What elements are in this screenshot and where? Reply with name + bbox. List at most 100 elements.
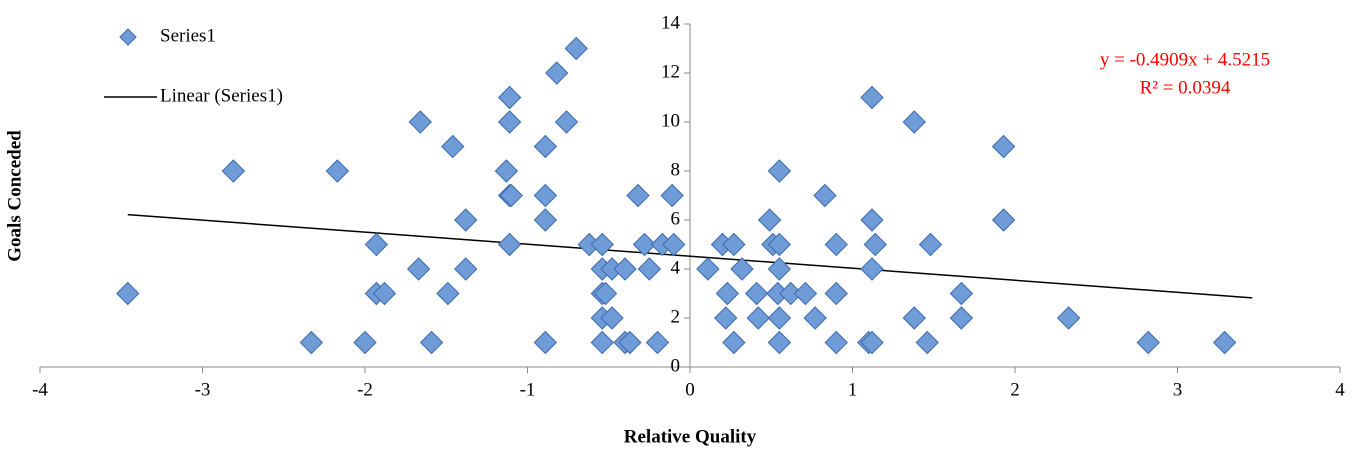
trend-equation: y = -0.4909x + 4.5215: [1100, 49, 1270, 70]
point: [454, 257, 478, 281]
x-tick-label: 2: [1010, 379, 1020, 400]
point: [325, 159, 350, 183]
x-tick-label: -1: [520, 379, 536, 400]
y-tick-label: 6: [671, 208, 681, 229]
point: [902, 306, 926, 330]
point: [632, 232, 657, 257]
point: [441, 134, 465, 159]
point: [533, 208, 558, 232]
point: [860, 257, 884, 281]
point: [949, 281, 974, 306]
point: [767, 232, 792, 257]
point: [436, 281, 460, 306]
point: [744, 281, 769, 306]
legend-label: Series1: [160, 25, 216, 46]
x-tick-label: -3: [195, 379, 211, 400]
point: [860, 208, 884, 232]
y-tick-label: 4: [671, 257, 681, 278]
point: [353, 330, 377, 355]
y-tick-label: 0: [671, 355, 681, 376]
point: [918, 232, 943, 257]
point: [533, 134, 558, 159]
y-tick-label: 2: [671, 306, 681, 327]
point: [660, 183, 684, 208]
point: [593, 281, 618, 306]
point: [618, 330, 642, 355]
point: [299, 330, 324, 355]
point: [221, 159, 246, 183]
point: [497, 85, 522, 110]
point: [613, 257, 637, 281]
y-tick-label: 10: [661, 110, 680, 131]
point: [600, 306, 624, 330]
point: [757, 208, 782, 232]
point: [564, 36, 588, 61]
point: [497, 110, 522, 134]
point: [803, 306, 827, 330]
point: [696, 257, 720, 281]
point: [406, 257, 431, 281]
point: [1136, 330, 1160, 355]
point: [767, 159, 792, 183]
point: [714, 306, 738, 330]
legend-label: Linear (Series1): [160, 85, 283, 106]
x-tick-label: -4: [32, 379, 48, 400]
point: [824, 281, 848, 306]
point: [902, 110, 926, 134]
x-tick-label: -2: [357, 379, 373, 400]
point: [722, 330, 746, 355]
trendline: [127, 213, 1253, 299]
point: [793, 281, 818, 306]
point: [915, 330, 939, 355]
point: [364, 232, 389, 257]
point: [645, 330, 670, 355]
point: [1056, 306, 1081, 330]
point: [554, 110, 579, 134]
point: [746, 306, 770, 330]
x-tick-label: 4: [1335, 379, 1345, 400]
x-tick-label: 1: [848, 379, 858, 400]
point: [499, 183, 523, 208]
x-tick-label: 0: [685, 379, 695, 400]
x-tick-label: 3: [1173, 379, 1183, 400]
point: [626, 183, 650, 208]
point: [454, 208, 478, 232]
point: [860, 85, 884, 110]
point: [767, 330, 792, 355]
point: [991, 208, 1016, 232]
y-axis-title: Goals Conceded: [4, 130, 25, 262]
point: [860, 330, 884, 355]
point: [590, 232, 614, 257]
point: [949, 306, 974, 330]
legend-marker: [119, 28, 137, 46]
point: [419, 330, 444, 355]
point: [372, 281, 397, 306]
y-tick-label: 14: [661, 12, 681, 33]
point: [730, 257, 754, 281]
point: [497, 232, 522, 257]
point: [494, 159, 519, 183]
point: [824, 232, 848, 257]
point: [991, 134, 1016, 159]
point: [533, 183, 558, 208]
point: [767, 257, 792, 281]
point: [1212, 330, 1237, 355]
y-tick-label: 8: [671, 159, 681, 180]
r-squared: R² = 0.0394: [1140, 77, 1231, 98]
x-axis-title: Relative Quality: [624, 426, 757, 447]
point: [824, 330, 848, 355]
point: [545, 61, 569, 85]
point: [722, 232, 746, 257]
point: [662, 232, 686, 257]
point: [408, 110, 432, 134]
point: [715, 281, 740, 306]
point: [637, 257, 662, 281]
point: [590, 330, 614, 355]
y-tick-label: 12: [661, 61, 680, 82]
point: [116, 281, 140, 306]
point: [767, 306, 792, 330]
point: [813, 183, 837, 208]
point: [863, 232, 887, 257]
point: [533, 330, 558, 355]
